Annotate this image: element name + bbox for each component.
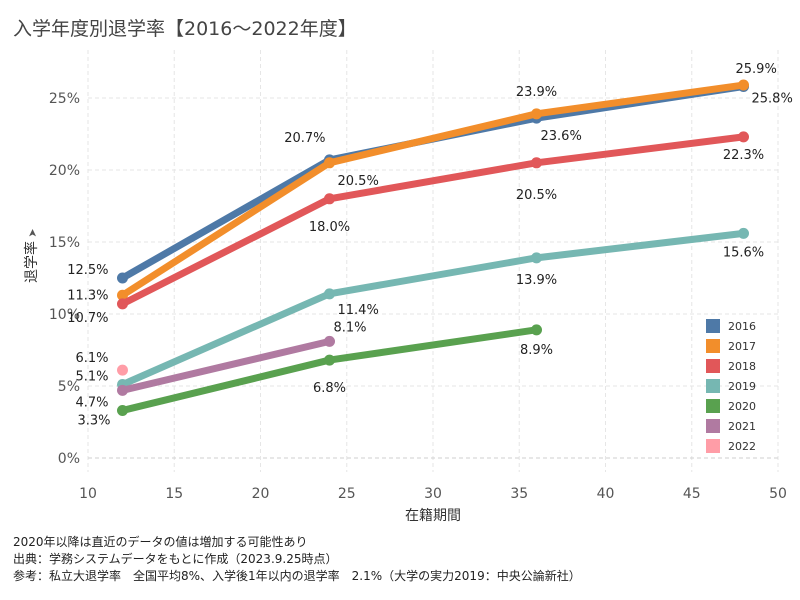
note-line: 2020年以降は直近のデータの値は増加する可能性あり (13, 535, 308, 549)
sort-icon[interactable]: ➤ (26, 228, 39, 237)
series-line-2018 (119, 133, 747, 308)
legend-label: 2020 (728, 399, 756, 413)
data-label-2020: 3.3% (77, 413, 110, 428)
data-point-2021 (324, 335, 335, 347)
chart-title: 入学年度別退学率【2016～2022年度】 (13, 18, 357, 40)
y-axis-title: 退学率 (23, 241, 40, 283)
data-point-2019 (324, 288, 335, 300)
x-tick-label: 15 (165, 486, 183, 502)
data-point-2020 (531, 324, 542, 336)
legend-swatch (706, 419, 720, 433)
data-point-2020 (117, 404, 128, 416)
data-point-2018 (531, 157, 542, 169)
data-label-2019: 5.1% (75, 370, 108, 385)
data-label-2017: 25.9% (736, 62, 777, 77)
data-point-2022 (117, 364, 128, 376)
legend-item-2016[interactable]: 2016 (706, 316, 756, 336)
legend-item-2022[interactable]: 2022 (706, 436, 756, 456)
y-tick-label: 10% (49, 307, 80, 323)
data-label-2021: 4.7% (75, 395, 108, 410)
legend-label: 2016 (728, 319, 756, 333)
chart-notes: 2020年以降は直近のデータの値は増加する可能性あり 出典：学務システムデータを… (13, 534, 581, 585)
legend-label: 2021 (728, 419, 756, 433)
data-label-2016: 25.8% (752, 91, 793, 106)
data-point-2017 (531, 108, 542, 120)
x-tick-label: 35 (510, 486, 528, 502)
x-axis-title: 在籍期間 (405, 507, 461, 524)
legend-label: 2017 (728, 339, 756, 353)
y-tick-label: 0% (58, 451, 80, 467)
legend-swatch (706, 359, 720, 373)
y-tick-label: 25% (49, 91, 80, 107)
x-tick-label: 40 (597, 486, 615, 502)
legend-item-2019[interactable]: 2019 (706, 376, 756, 396)
series-line-2017 (119, 81, 747, 299)
data-label-2016: 12.5% (67, 263, 108, 278)
data-point-2018 (117, 298, 128, 310)
data-point-2017 (324, 157, 335, 169)
x-tick-label: 50 (769, 486, 787, 502)
data-label-2016: 23.6% (541, 129, 582, 144)
data-label-2018: 10.7% (67, 311, 108, 326)
x-tick-label: 20 (252, 486, 270, 502)
legend-swatch (706, 379, 720, 393)
x-tick-label: 25 (338, 486, 356, 502)
data-point-2019 (531, 252, 542, 264)
legend-swatch (706, 339, 720, 353)
data-point-2018 (738, 131, 749, 143)
y-tick-label: 20% (49, 163, 80, 179)
legend-swatch (706, 399, 720, 413)
data-label-2018: 22.3% (723, 148, 764, 163)
y-tick-label: 5% (58, 379, 80, 395)
data-label-2017: 23.9% (516, 85, 557, 100)
data-label-2020: 6.8% (313, 381, 346, 396)
data-point-2019 (738, 227, 749, 239)
data-label-2017: 11.3% (67, 288, 108, 303)
legend-item-2018[interactable]: 2018 (706, 356, 756, 376)
data-label-2017: 20.5% (338, 174, 379, 189)
x-tick-label: 45 (683, 486, 701, 502)
data-point-2017 (117, 289, 128, 301)
data-label-2019: 13.9% (516, 273, 557, 288)
data-point-2016 (117, 272, 128, 284)
note-line: 参考：私立大退学率 全国平均8%、入学後1年以内の退学率 2.1%（大学の実力2… (13, 569, 581, 583)
legend-item-2021[interactable]: 2021 (706, 416, 756, 436)
data-label-2016: 20.7% (284, 131, 325, 146)
legend-label: 2019 (728, 379, 756, 393)
legend-label: 2018 (728, 359, 756, 373)
data-point-2018 (324, 193, 335, 205)
legend-item-2017[interactable]: 2017 (706, 336, 756, 356)
legend-swatch (706, 439, 720, 453)
series-line-2019 (119, 229, 747, 389)
legend-label: 2022 (728, 439, 756, 453)
legend-swatch (706, 319, 720, 333)
data-label-2022: 6.1% (75, 351, 108, 366)
y-tick-label: 15% (49, 235, 80, 251)
series-line-2021 (119, 337, 333, 394)
data-point-2017 (738, 79, 749, 91)
data-point-2020 (324, 354, 335, 366)
note-line: 出典：学務システムデータをもとに作成（2023.9.25時点） (13, 552, 338, 566)
data-label-2019: 15.6% (723, 245, 764, 260)
x-tick-label: 30 (424, 486, 442, 502)
data-label-2021: 8.1% (334, 320, 367, 335)
data-label-2019: 11.4% (338, 303, 379, 318)
data-label-2018: 18.0% (309, 220, 350, 235)
chart-legend: 2016 2017 2018 2019 2020 2021 2022 (706, 316, 756, 456)
x-tick-label: 10 (79, 486, 97, 502)
data-label-2020: 8.9% (520, 343, 553, 358)
legend-item-2020[interactable]: 2020 (706, 396, 756, 416)
data-point-2021 (117, 384, 128, 396)
data-label-2018: 20.5% (516, 188, 557, 203)
